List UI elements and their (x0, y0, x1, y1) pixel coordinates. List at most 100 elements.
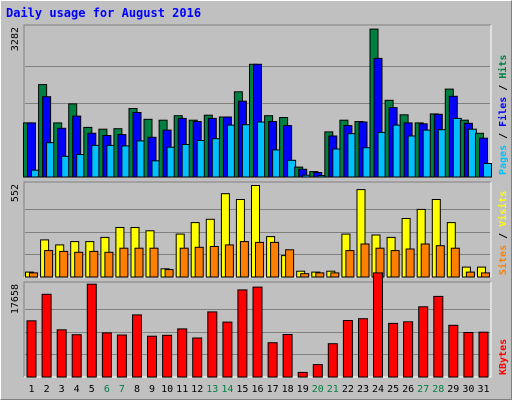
y-max-label: 552 (10, 184, 21, 202)
panel-border-dark (23, 281, 491, 377)
legend-part: / (498, 227, 509, 245)
legend-part: Sites (497, 245, 509, 275)
bar-sites-day-3 (59, 250, 69, 278)
bar-sites-day-20 (315, 272, 325, 278)
bar-sites-day-12 (194, 246, 204, 278)
bar-sites-day-8 (134, 247, 144, 278)
bar-kbytes-day-3 (56, 329, 67, 378)
bar-kbytes-day-15 (237, 289, 248, 378)
x-tick-label: 20 (312, 384, 324, 395)
bar-kbytes-day-24 (373, 272, 383, 378)
bar-kbytes-day-6 (101, 332, 112, 378)
bar-sites-day-18 (285, 249, 295, 278)
bar-kbytes-day-2 (41, 293, 52, 378)
x-tick-label: 7 (119, 384, 125, 395)
bar-sites-day-13 (209, 246, 219, 278)
bar-kbytes-day-16 (252, 286, 263, 378)
x-tick-label: 8 (134, 384, 140, 395)
legend-part: / (498, 127, 509, 145)
bar-sites-day-2 (44, 250, 54, 278)
bar-kbytes-day-5 (86, 283, 97, 378)
legend-label: KBytes (498, 339, 509, 375)
x-tick-label: 3 (59, 384, 65, 395)
x-tick-label: 28 (432, 384, 444, 395)
bar-sites-day-30 (465, 271, 475, 278)
panel-visits-sites: 552 Sites / Visits (10, 181, 509, 278)
bar-sites-day-10 (164, 269, 174, 278)
bar-sites-day-22 (345, 250, 355, 278)
bar-sites-day-31 (481, 272, 490, 278)
bar-kbytes-day-8 (132, 314, 142, 378)
bar-sites-day-29 (450, 247, 460, 278)
x-tick-label: 5 (89, 384, 95, 395)
bar-kbytes-day-29 (448, 324, 459, 378)
x-tick-label: 31 (477, 384, 489, 395)
bar-kbytes-day-1 (26, 320, 37, 378)
panel-kbytes: 17658 KBytes (10, 272, 509, 378)
legend-part: KBytes (498, 339, 509, 375)
bar-sites-day-14 (224, 244, 234, 278)
bar-sites-day-7 (119, 247, 129, 278)
x-tick-label: 27 (417, 384, 429, 395)
x-tick-label: 18 (282, 384, 294, 395)
bar-kbytes-day-7 (116, 334, 127, 378)
legend-label: Pages / Files / Hits (497, 55, 509, 175)
x-tick-label: 6 (104, 384, 110, 395)
x-tick-label: 30 (462, 384, 474, 395)
legend-part: Visits (497, 191, 509, 227)
bar-kbytes-day-31 (478, 331, 489, 378)
x-tick-label: 29 (447, 384, 459, 395)
bar-sites-day-25 (390, 250, 400, 278)
bar-sites-day-15 (239, 241, 249, 278)
chart-panels: 3282 Pages / Files / Hits 552 Sites / Visit… (10, 24, 509, 378)
x-axis: 1 2 3 4 5 6 7 8 9 10 11 12 13 14 15 16 17 18 19 20 21 22 23 24 2… (28, 384, 489, 395)
x-tick-label: 10 (161, 384, 173, 395)
bar-files-day-1 (27, 122, 36, 178)
x-tick-label: 13 (206, 384, 218, 395)
legend-part: Pages (498, 145, 509, 175)
panel-hits-files-pages: 3282 Pages / Files / Hits (10, 24, 509, 178)
bar-kbytes-day-17 (267, 342, 278, 378)
x-tick-label: 9 (149, 384, 155, 395)
x-tick-label: 24 (372, 384, 384, 395)
bar-kbytes-day-12 (192, 337, 203, 378)
panel-border-dark (23, 181, 491, 277)
bar-sites-day-16 (255, 241, 264, 278)
bar-kbytes-day-27 (418, 306, 429, 378)
x-tick-label: 1 (28, 384, 34, 395)
bar-sites-day-21 (330, 272, 340, 278)
chart-title: Daily usage for August 2016 (6, 6, 201, 20)
bar-kbytes-day-4 (71, 334, 82, 378)
x-tick-label: 19 (297, 384, 309, 395)
bar-kbytes-day-19 (297, 371, 308, 378)
bar-sites-day-6 (104, 251, 114, 278)
bar-sites-day-9 (149, 247, 159, 278)
bar-sites-day-19 (300, 273, 310, 278)
x-tick-label: 25 (387, 384, 399, 395)
x-tick-label: 4 (74, 384, 80, 395)
bar-kbytes-day-30 (463, 332, 474, 378)
bar-sites-day-4 (74, 251, 84, 278)
x-tick-label: 17 (267, 384, 279, 395)
x-tick-label: 15 (236, 384, 248, 395)
legend-label: Sites / Visits (497, 191, 509, 275)
x-tick-label: 12 (191, 384, 203, 395)
bar-sites-day-17 (270, 241, 280, 278)
x-tick-label: 11 (176, 384, 188, 395)
x-tick-label: 21 (327, 384, 339, 395)
bar-kbytes-day-25 (388, 322, 399, 378)
bar-pages-day-31 (483, 163, 492, 178)
bar-kbytes-day-26 (403, 321, 414, 378)
bar-sites-day-28 (435, 245, 445, 278)
x-tick-label: 26 (402, 384, 414, 395)
y-max-label: 17658 (10, 284, 21, 314)
bar-kbytes-day-22 (342, 320, 353, 378)
bar-kbytes-day-23 (358, 318, 368, 378)
bar-sites-day-5 (89, 250, 99, 278)
bar-kbytes-day-18 (282, 334, 293, 378)
x-tick-label: 2 (44, 384, 50, 395)
legend-part: Hits (497, 55, 509, 79)
bar-kbytes-day-13 (207, 311, 218, 378)
bar-sites-day-26 (405, 248, 415, 278)
